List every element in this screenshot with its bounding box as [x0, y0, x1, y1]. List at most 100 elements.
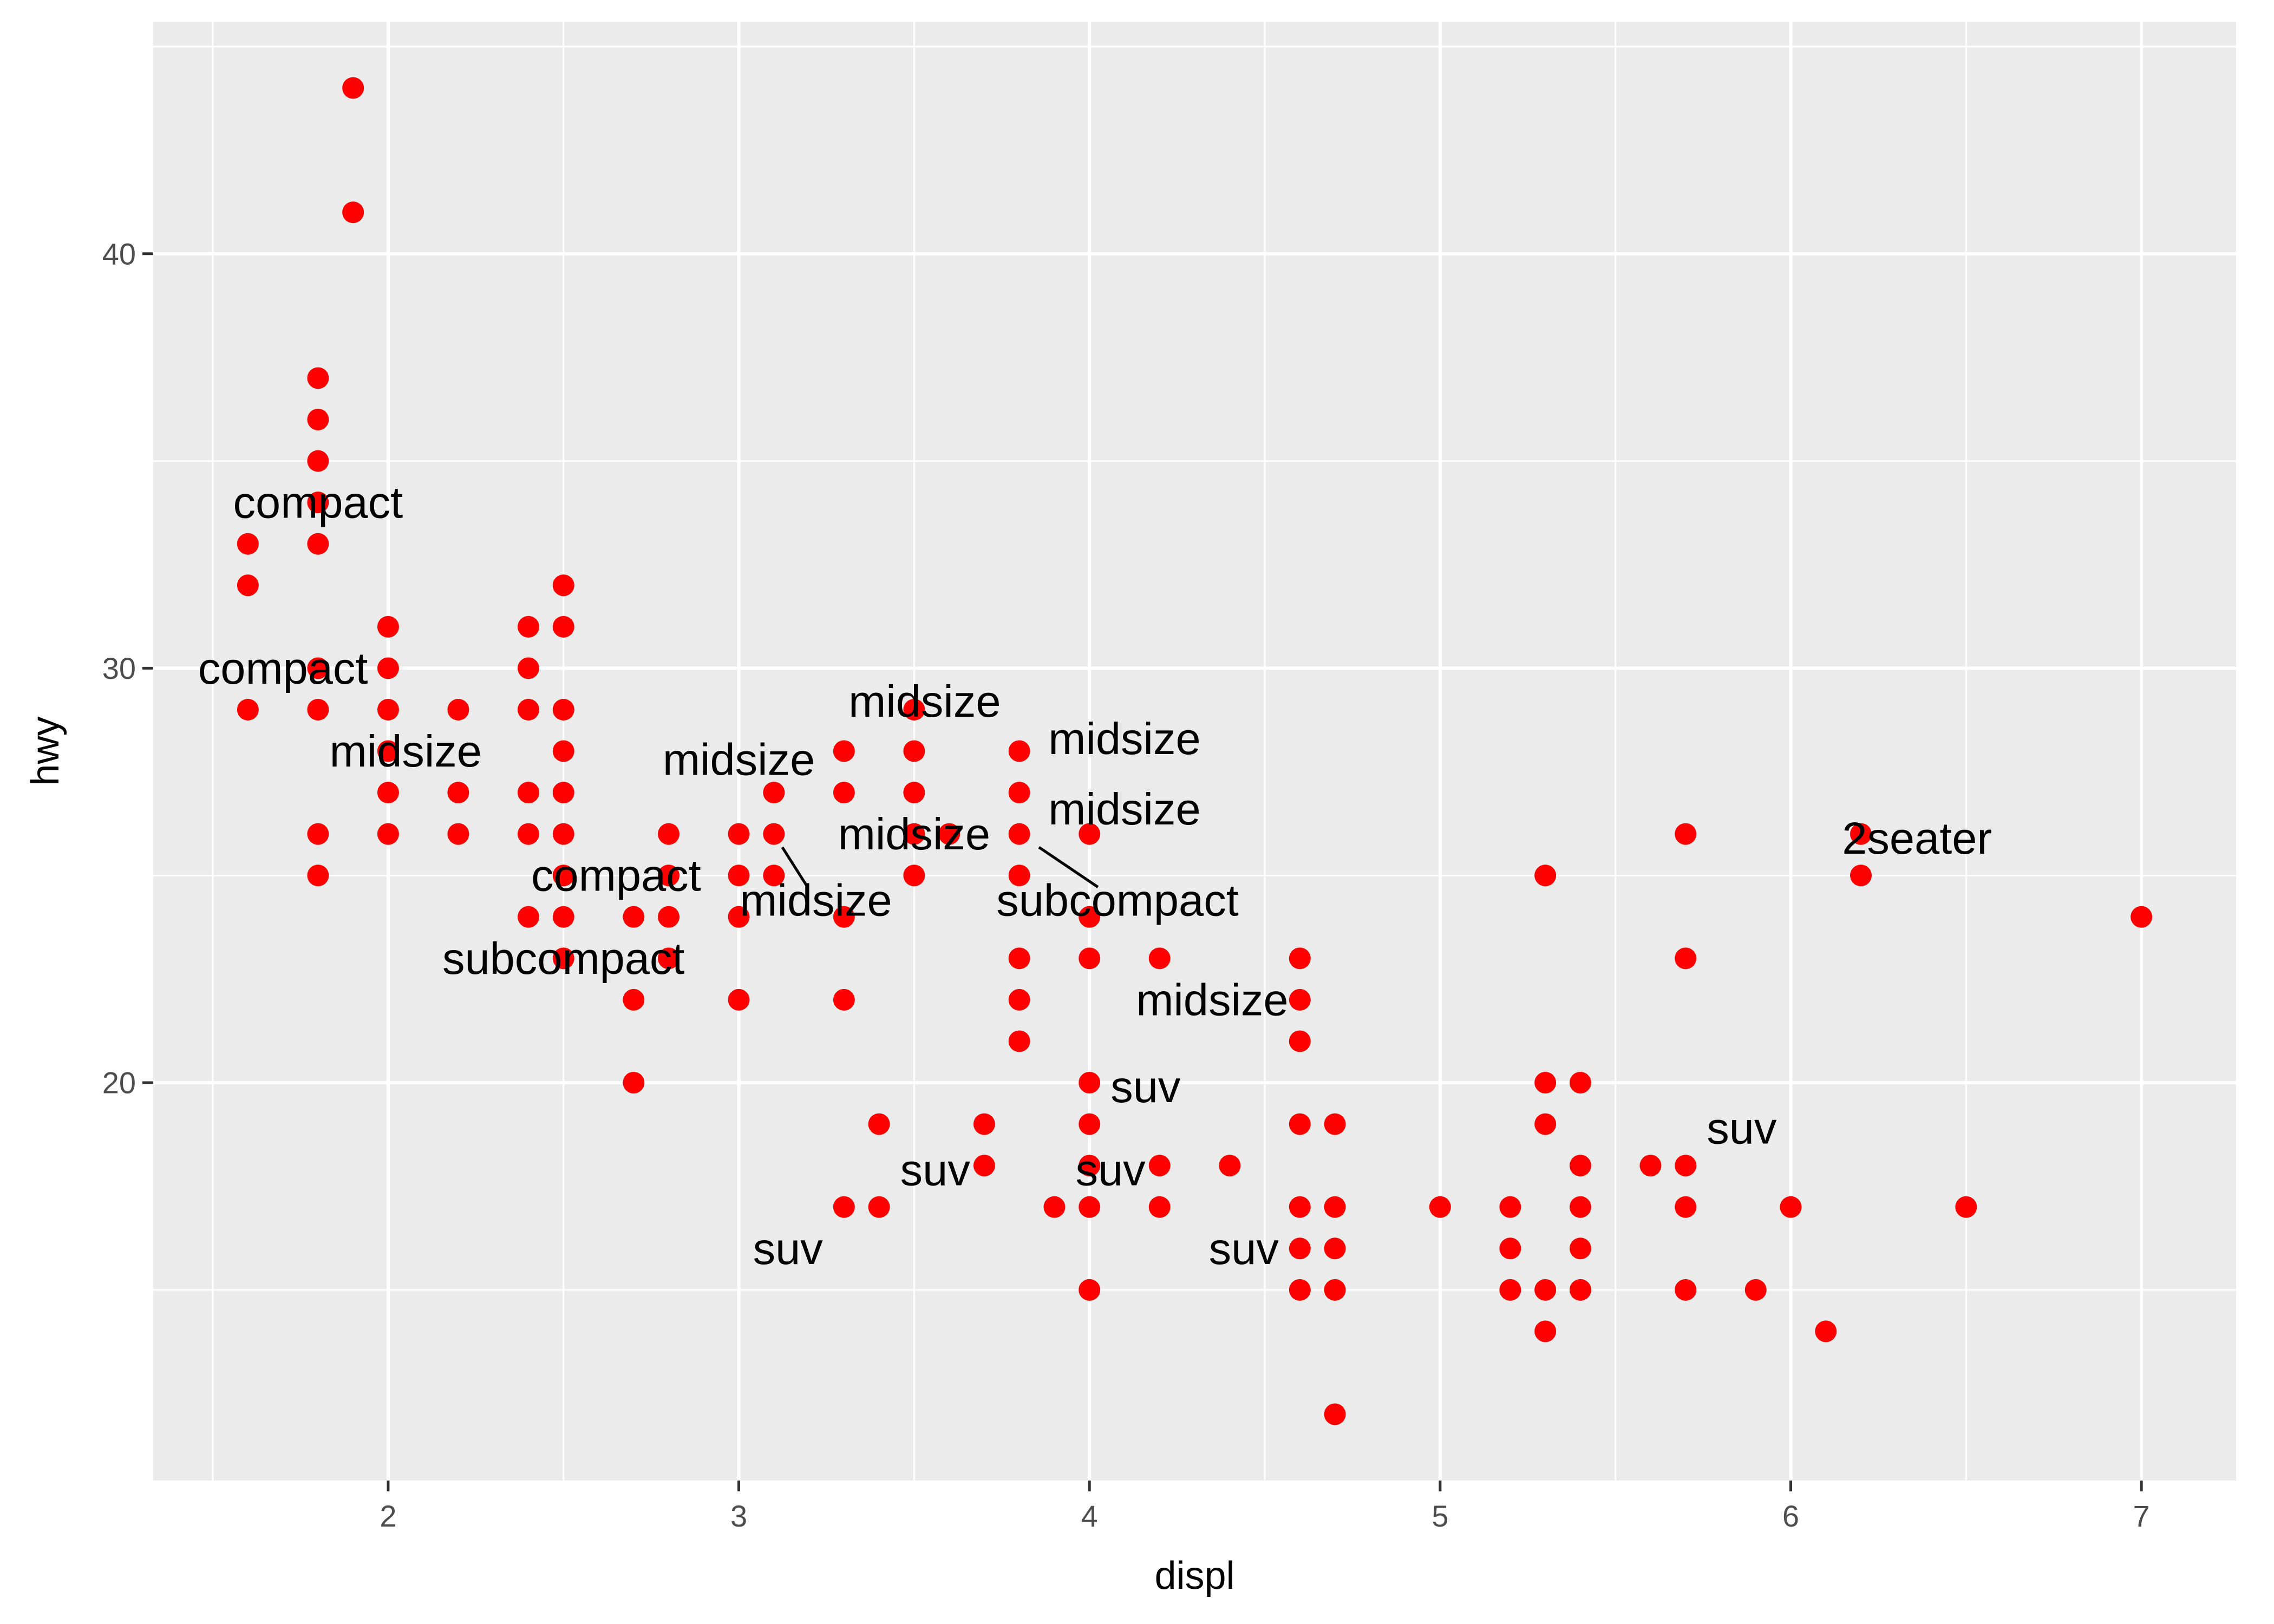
- data-point: [1850, 823, 1872, 845]
- data-point: [868, 1113, 890, 1135]
- data-point: [237, 698, 259, 721]
- data-point: [552, 782, 574, 804]
- data-point: [377, 823, 399, 845]
- data-point: [1008, 947, 1030, 970]
- data-point: [307, 409, 329, 430]
- y-axis-title: hwy: [24, 716, 67, 785]
- annotation-label: midsize: [663, 734, 815, 784]
- data-point: [833, 906, 855, 928]
- data-point: [377, 615, 399, 638]
- data-point: [1289, 988, 1311, 1011]
- data-point: [938, 823, 960, 845]
- annotation-label: suv: [900, 1144, 971, 1195]
- annotation-segment: [1038, 846, 1099, 888]
- data-point: [903, 698, 925, 721]
- annotation-label: midsize: [848, 676, 1001, 726]
- data-point: [1815, 1320, 1837, 1343]
- y-axis: 20 30 40: [102, 237, 153, 1100]
- data-point: [1639, 1155, 1662, 1177]
- annotation-label: compact: [233, 477, 403, 528]
- data-point: [1499, 1237, 1521, 1260]
- data-point: [1289, 947, 1311, 970]
- data-point: [517, 823, 539, 845]
- data-point: [237, 533, 259, 555]
- minor-gridlines: [153, 22, 2236, 1481]
- data-point: [973, 1155, 995, 1177]
- data-point: [1675, 1196, 1697, 1218]
- data-point: [833, 740, 855, 762]
- data-point: [1675, 947, 1697, 970]
- data-point: [1079, 1196, 1101, 1218]
- data-point: [903, 823, 925, 845]
- data-point: [307, 823, 329, 845]
- data-point: [1499, 1196, 1521, 1218]
- data-point: [1569, 1279, 1591, 1301]
- annotation-label: midsize: [1048, 713, 1200, 764]
- data-point: [623, 988, 645, 1011]
- y-tick-label: 30: [102, 651, 136, 685]
- annotation-label: midsize: [330, 726, 482, 776]
- data-point: [1675, 1155, 1697, 1177]
- data-point: [552, 698, 574, 721]
- data-point: [623, 906, 645, 928]
- data-point: [377, 657, 399, 679]
- data-point: [1499, 1279, 1521, 1301]
- data-point: [1079, 947, 1101, 970]
- data-point: [658, 947, 680, 970]
- data-point: [1289, 1030, 1311, 1052]
- data-point: [517, 906, 539, 928]
- data-point: [833, 1196, 855, 1218]
- y-tick-label: 20: [102, 1066, 136, 1100]
- data-point: [1079, 906, 1101, 928]
- data-point: [552, 947, 574, 970]
- data-point: [517, 615, 539, 638]
- data-point: [1534, 1279, 1557, 1301]
- x-axis: 2 3 4 5 6 7: [380, 1481, 2150, 1533]
- data-point: [307, 492, 329, 514]
- data-point: [1219, 1155, 1241, 1177]
- data-point: [1148, 947, 1171, 970]
- data-point: [1008, 865, 1030, 887]
- data-point: [1569, 1237, 1591, 1260]
- data-point: [307, 450, 329, 472]
- annotation-label: suv: [1075, 1144, 1146, 1195]
- data-point: [1569, 1196, 1591, 1218]
- plot-panel: [153, 22, 2236, 1481]
- x-tick-label: 5: [1432, 1499, 1448, 1533]
- data-point: [1148, 1155, 1171, 1177]
- data-point: [1534, 1113, 1557, 1135]
- data-point: [307, 865, 329, 887]
- data-point: [1008, 823, 1030, 845]
- data-point: [342, 77, 364, 99]
- x-tick-label: 3: [730, 1499, 747, 1533]
- annotation-labels: compact compact midsize midsize midsize midsi…: [198, 477, 1992, 1274]
- annotation-label: subcompact: [442, 933, 685, 984]
- data-point: [377, 782, 399, 804]
- data-point: [1289, 1279, 1311, 1301]
- data-point: [1675, 823, 1697, 845]
- data-point: [1079, 823, 1101, 845]
- data-point: [833, 782, 855, 804]
- data-point: [903, 740, 925, 762]
- annotation-label: suv: [1209, 1223, 1279, 1274]
- data-point: [1569, 1072, 1591, 1093]
- data-point: [552, 574, 574, 597]
- data-point: [973, 1113, 995, 1135]
- data-point: [1324, 1196, 1346, 1218]
- data-point: [1675, 1279, 1697, 1301]
- data-point: [728, 823, 750, 845]
- data-point: [1008, 1030, 1030, 1052]
- data-point: [517, 657, 539, 679]
- data-point: [658, 865, 680, 887]
- data-point: [552, 906, 574, 928]
- data-points: [237, 77, 2153, 1425]
- data-point: [552, 823, 574, 845]
- data-point: [1148, 1196, 1171, 1218]
- data-point: [1780, 1196, 1802, 1218]
- data-point: [1079, 1113, 1101, 1135]
- annotation-label: compact: [198, 643, 368, 693]
- annotation-label: suv: [1707, 1103, 1777, 1154]
- data-point: [342, 201, 364, 224]
- data-point: [447, 823, 469, 845]
